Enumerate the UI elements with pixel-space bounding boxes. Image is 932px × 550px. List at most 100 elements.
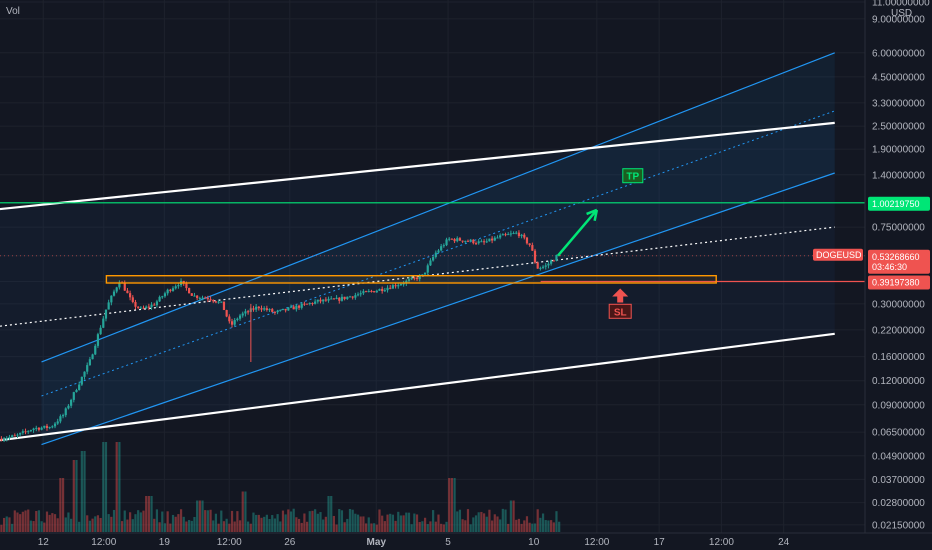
candle-body [123,283,126,291]
x-tick-label: 12:00 [91,537,116,548]
volume-bar [21,511,24,532]
volume-bar [555,511,558,532]
channel-lower-line[interactable] [41,172,835,446]
volume-bar [351,509,354,532]
candle-body [300,303,303,308]
tp-price-tag-text: 1.00219750 [872,199,920,209]
candle-body [158,296,161,302]
volume-bar [137,510,140,532]
volume-bar [423,517,427,532]
volume-bar [370,523,373,532]
candle-body [418,275,421,280]
white-upper-line[interactable] [0,121,835,211]
white-lower-line[interactable] [0,332,835,442]
channel-band [41,52,835,445]
currency-label: USD [891,8,912,19]
x-tick-label: 26 [284,537,296,548]
volume-bar [94,516,97,532]
annotations[interactable]: TP SL [105,168,717,319]
candle-body [493,237,496,241]
candle-body [523,234,526,238]
volume-bar [268,518,271,532]
volume-bar [257,514,260,532]
volume-bar [249,523,252,532]
candle-body [16,434,19,436]
volume-bar [169,523,172,532]
candle-body [265,308,268,310]
volume-bar [126,519,129,532]
time-axis [0,533,932,550]
volume-bar [362,516,365,532]
volume-bar [415,514,419,532]
candle-body [284,308,287,311]
volume-bar [204,510,207,532]
candle-body [255,306,258,310]
candle-body [319,299,322,302]
volume-bar [5,516,8,532]
volume-bar [174,516,177,532]
candle-body [287,307,290,311]
volume-bar [2,517,6,532]
volume-bar [501,508,504,532]
volume-bar [442,524,445,532]
volume-bar [322,519,325,532]
candle-body [5,438,8,440]
volume-bar [206,510,209,532]
trend-lines[interactable] [0,52,865,446]
volume-label: Vol [6,6,20,17]
volume-bar [13,510,16,532]
volume-bar [139,512,142,532]
candle-body [327,298,330,301]
candle-body [145,306,148,309]
volume-bar [70,518,73,532]
volume-bar [359,516,362,532]
channel-mid-line[interactable] [41,110,835,397]
volume-bar [24,510,27,532]
candle-body [378,288,381,291]
y-tick-label: 6.00000000 [872,48,925,59]
volume-bar [78,521,81,532]
support-zone[interactable] [105,274,717,284]
candle-body [381,288,384,292]
volume-bar [287,509,290,532]
candle-body [472,239,475,244]
candle-body [107,302,110,310]
volume-bar [456,511,459,532]
candle-body [169,289,172,291]
volume-bar [509,500,512,532]
candle-body [458,238,462,241]
arrow-head [586,208,598,216]
volume-bar [29,520,32,532]
volume-bar [241,491,244,532]
candle-body [289,306,293,308]
candle-body [155,301,159,306]
candle-body [413,277,416,279]
candle-body [359,293,362,295]
sl-label-box[interactable] [608,303,632,319]
candle-body [330,298,333,300]
candle-body [198,297,201,299]
candle-body [539,267,542,269]
y-tick-label: 0.30000000 [872,299,925,310]
volume-bar [319,512,322,532]
volume-bar [115,442,118,532]
candle-body [40,427,43,430]
candle-body [367,290,370,292]
candle-body [389,287,392,289]
volume-bar [391,514,394,532]
candle-body [228,316,231,322]
candle-body [201,297,204,299]
candle-body [421,274,424,276]
candle-body [193,295,196,297]
candle-body [88,359,91,366]
projection-arrow[interactable] [556,209,598,257]
channel-upper-line[interactable] [41,52,835,363]
candle-body [217,301,220,303]
tp-label-box[interactable] [622,168,644,184]
candle-body [348,296,352,298]
candle-body [461,240,464,242]
volume-bar [426,524,429,532]
candle-body [485,241,488,243]
x-tick-label: 12:00 [584,537,609,548]
